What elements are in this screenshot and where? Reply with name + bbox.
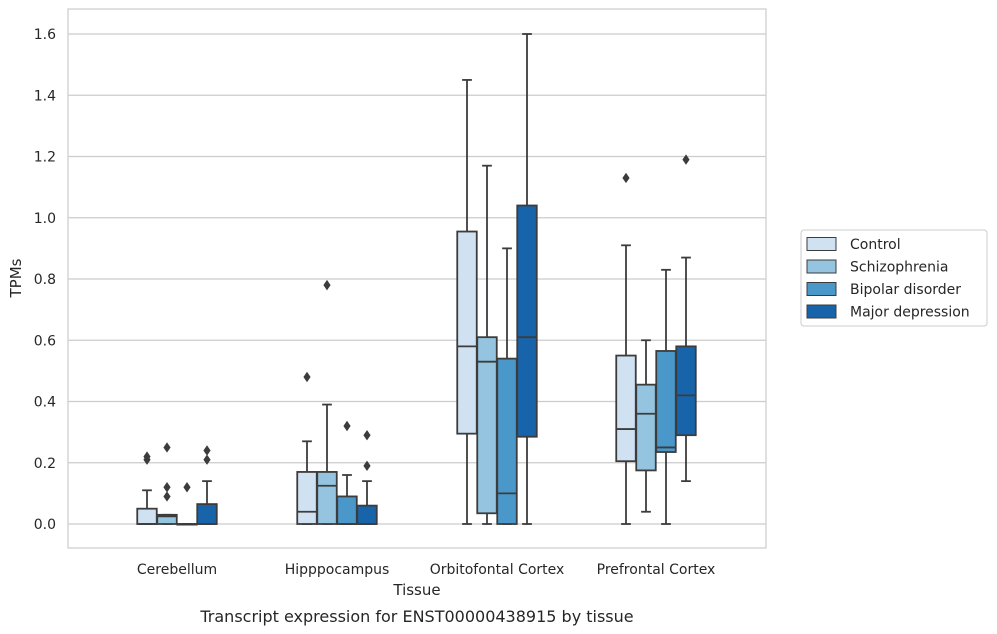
y-tick-label: 1.6 (34, 27, 56, 43)
box-body (456, 230, 478, 435)
box-body (635, 383, 657, 472)
outlier-point (303, 371, 311, 383)
y-axis-ticks: 0.0 0.2 0.4 0.6 0.8 1.0 1.2 1.4 1.6 (34, 27, 56, 533)
box (156, 442, 178, 525)
box (496, 247, 518, 525)
box (655, 268, 677, 525)
legend-label: Major depression (850, 305, 970, 321)
box (296, 371, 318, 525)
outlier-point (363, 429, 371, 441)
box (196, 445, 218, 525)
series-bipolar-disorder (176, 247, 677, 526)
box-body (615, 354, 637, 463)
box (456, 79, 478, 525)
box-body (675, 345, 697, 437)
box (615, 172, 637, 525)
box-body (496, 357, 518, 525)
legend-frame (800, 229, 988, 327)
y-tick-label: 0.6 (34, 333, 56, 349)
box-body (136, 507, 158, 525)
legend-swatch (806, 237, 837, 251)
outlier-point (163, 482, 171, 493)
outlier-point (203, 445, 211, 456)
outlier-point (363, 460, 371, 472)
series-major-depression (196, 33, 697, 525)
y-tick-label: 1.0 (34, 211, 56, 227)
box-series-layer (136, 33, 697, 526)
chart-caption: Transcript expression for ENST0000043891… (199, 607, 633, 626)
outlier-point (163, 491, 171, 502)
x-tick-label: Hipppocampus (285, 562, 390, 578)
legend-label: Control (850, 237, 901, 253)
box (136, 451, 158, 525)
grid-lines (68, 33, 766, 525)
box-body (156, 513, 178, 525)
box-body (196, 503, 218, 525)
legend-swatch (806, 282, 837, 296)
x-axis-ticks: Cerebellum Hipppocampus Orbitofontal Corte… (137, 562, 715, 578)
outlier-point (203, 454, 211, 465)
box-body (476, 336, 498, 515)
x-tick-label: Prefrontal Cortex (597, 562, 716, 578)
box (635, 339, 657, 513)
box (316, 279, 338, 525)
box-body (516, 204, 538, 438)
box-body (296, 471, 318, 525)
y-axis-label: TPMs (7, 258, 25, 298)
outlier-point (143, 451, 151, 462)
y-tick-label: 0.4 (34, 395, 56, 411)
legend-swatch (806, 304, 837, 319)
x-tick-label: Orbitofontal Cortex (430, 562, 565, 578)
box (356, 429, 378, 525)
plot-frame (67, 8, 767, 549)
box-body (655, 350, 677, 453)
box (336, 420, 358, 525)
y-tick-label: 0.0 (34, 517, 56, 533)
outlier-point (183, 482, 191, 493)
legend: Control Schizophrenia Bipolar disorder Majo… (800, 229, 988, 327)
x-tick-label: Cerebellum (137, 562, 217, 578)
y-tick-label: 0.8 (34, 272, 56, 288)
outlier-point (343, 420, 351, 432)
series-control (136, 79, 637, 525)
outlier-point (682, 154, 690, 165)
box (675, 154, 697, 483)
y-tick-label: 1.2 (34, 150, 56, 166)
box-body (316, 471, 338, 525)
box-body (356, 504, 378, 525)
outlier-point (323, 279, 331, 291)
series-schizophrenia (156, 164, 657, 525)
legend-label: Schizophrenia (850, 260, 948, 276)
outlier-point (163, 442, 171, 453)
box (476, 164, 498, 525)
y-tick-label: 0.2 (34, 456, 56, 472)
outlier-point (622, 172, 630, 184)
box-body (336, 495, 358, 525)
legend-label: Bipolar disorder (850, 282, 961, 298)
box (176, 482, 198, 526)
y-tick-label: 1.4 (34, 88, 56, 104)
x-axis-label: Tissue (392, 581, 440, 599)
legend-swatch (806, 259, 837, 274)
box (516, 33, 538, 525)
